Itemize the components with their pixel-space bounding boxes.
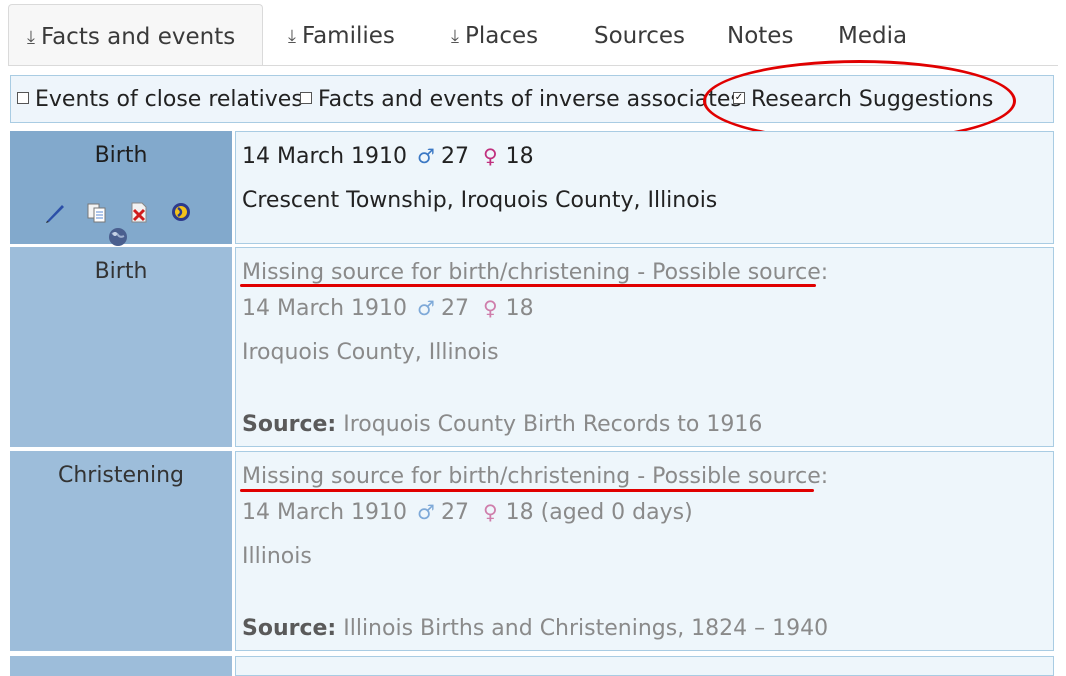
- filter-inverse-associates[interactable]: Facts and events of inverse associates: [300, 76, 742, 124]
- mother-age: 18: [505, 296, 534, 321]
- fact-label-next: [10, 656, 232, 676]
- source-label: Source:: [242, 616, 337, 641]
- tab-label: Facts and events: [40, 24, 236, 50]
- father-age: 27: [440, 500, 469, 525]
- fact-date-line: 14 March 1910 ♂ 27 ♀ 18: [242, 144, 534, 169]
- fact-value-birth: 14 March 1910 ♂ 27 ♀ 18 Crescent Township, I…: [235, 131, 1054, 244]
- download-arrow-icon: ⤓: [288, 26, 296, 47]
- edit-icon[interactable]: [44, 201, 66, 223]
- tab-sources[interactable]: Sources: [576, 4, 703, 65]
- globe-icon[interactable]: [107, 226, 129, 248]
- tab-label: Notes: [727, 23, 794, 49]
- inverse-associates-checkbox[interactable]: [300, 92, 312, 104]
- tab-facts-and-events[interactable]: ⤓ Facts and events: [8, 4, 263, 66]
- download-arrow-icon: ⤓: [451, 26, 459, 47]
- fact-value-next: [235, 656, 1054, 676]
- fact-date: 14 March 1910: [242, 500, 408, 525]
- red-highlight-ellipse: [703, 60, 1016, 142]
- father-age: 27: [440, 144, 469, 169]
- suggestion-text: Missing source for birth/christening - P…: [242, 260, 829, 285]
- suggestion-label-birth: Birth: [10, 247, 232, 447]
- tab-label: Sources: [594, 23, 685, 49]
- download-arrow-icon: ⤓: [27, 27, 35, 48]
- male-symbol-icon: ♂: [417, 500, 435, 524]
- fact-place[interactable]: Iroquois County, Illinois: [242, 340, 499, 365]
- fact-type: Birth: [94, 259, 148, 284]
- father-age: 27: [440, 296, 469, 321]
- tab-divider: [8, 65, 1058, 66]
- suggestion-value-birth: Missing source for birth/christening - P…: [235, 247, 1054, 447]
- suggestion-text: Missing source for birth/christening - P…: [242, 464, 829, 489]
- red-underline-annotation: [240, 284, 816, 287]
- close-relatives-checkbox[interactable]: [17, 92, 29, 104]
- female-symbol-icon: ♀: [482, 144, 498, 168]
- fact-date: 14 March 1910: [242, 144, 408, 169]
- tab-media[interactable]: Media: [820, 4, 925, 65]
- delete-icon[interactable]: [128, 201, 150, 223]
- filter-label: Events of close relatives: [35, 87, 303, 112]
- fact-type: Birth: [94, 143, 148, 168]
- female-symbol-icon: ♀: [482, 500, 498, 524]
- red-underline-annotation: [240, 489, 814, 492]
- source-line: Source: Iroquois County Birth Records to…: [242, 412, 762, 437]
- fact-date: 14 March 1910: [242, 296, 408, 321]
- tab-families[interactable]: ⤓ Families: [270, 4, 413, 65]
- tab-places[interactable]: ⤓ Places: [433, 4, 556, 65]
- source-title[interactable]: Iroquois County Birth Records to 1916: [343, 412, 763, 437]
- source-label: Source:: [242, 412, 337, 437]
- tab-bar: ⤓ Facts and events ⤓ Families ⤓ Places Sour…: [8, 4, 1056, 66]
- fact-label-birth: Birth: [10, 131, 232, 246]
- source-title[interactable]: Illinois Births and Christenings, 1824 –…: [343, 616, 829, 641]
- female-symbol-icon: ♀: [482, 296, 498, 320]
- source-line: Source: Illinois Births and Christenings…: [242, 616, 828, 641]
- fact-type: Christening: [57, 463, 185, 488]
- google-maps-icon[interactable]: [170, 201, 192, 223]
- copy-icon[interactable]: [86, 201, 108, 223]
- filter-close-relatives[interactable]: Events of close relatives: [17, 76, 303, 124]
- suggestion-value-christening: Missing source for birth/christening - P…: [235, 451, 1054, 651]
- mother-age: 18: [505, 500, 534, 525]
- tab-label: Places: [464, 23, 539, 49]
- tab-notes[interactable]: Notes: [709, 4, 811, 65]
- filter-label: Facts and events of inverse associates: [318, 87, 742, 112]
- fact-date-line: 14 March 1910 ♂ 27 ♀ 18 (aged 0 days): [242, 500, 693, 525]
- fact-place[interactable]: Crescent Township, Iroquois County, Illi…: [242, 188, 718, 213]
- fact-action-icons: [24, 199, 232, 249]
- tab-label: Families: [301, 23, 395, 49]
- male-symbol-icon: ♂: [417, 296, 435, 320]
- suggestion-label-christening: Christening: [10, 451, 232, 651]
- fact-date-line: 14 March 1910 ♂ 27 ♀ 18: [242, 296, 534, 321]
- fact-place[interactable]: Illinois: [242, 544, 312, 569]
- tab-label: Media: [838, 23, 908, 49]
- male-symbol-icon: ♂: [417, 144, 435, 168]
- age-note: (aged 0 days): [540, 500, 693, 525]
- mother-age: 18: [505, 144, 534, 169]
